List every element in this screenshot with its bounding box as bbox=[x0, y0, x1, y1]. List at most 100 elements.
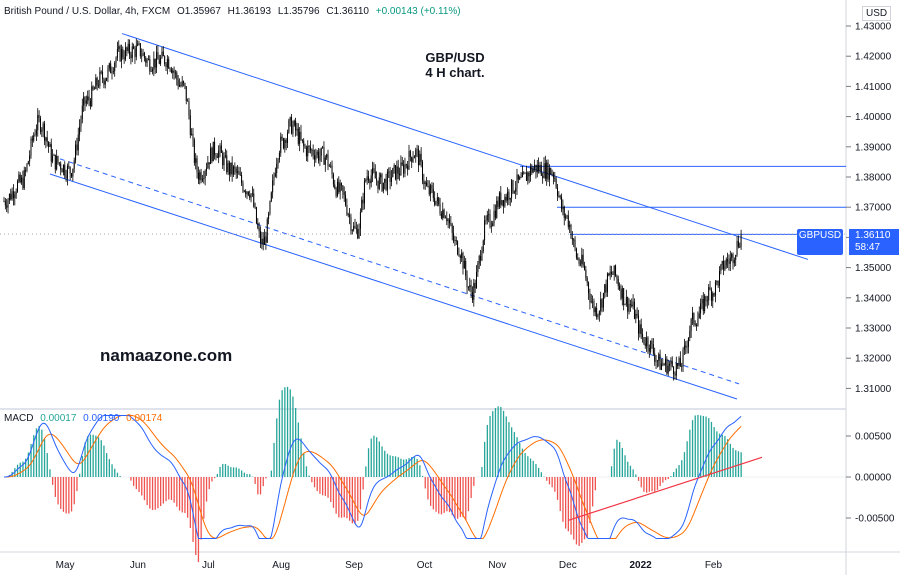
candle-body bbox=[382, 182, 384, 191]
macd-histogram-bar bbox=[589, 477, 591, 524]
macd-histogram-bar bbox=[259, 477, 262, 495]
candle-body bbox=[228, 162, 230, 175]
candle-body bbox=[404, 164, 406, 174]
macd-histogram-bar bbox=[106, 453, 108, 477]
candle-body bbox=[351, 230, 353, 232]
macd-histogram-bar bbox=[138, 477, 140, 492]
macd-histogram-bar bbox=[114, 468, 116, 477]
macd-histogram-bar bbox=[691, 420, 694, 477]
currency-label[interactable]: USD bbox=[862, 6, 892, 21]
candle-body bbox=[624, 304, 626, 306]
candle-body bbox=[431, 185, 433, 189]
candle-body bbox=[368, 176, 369, 181]
macd-histogram-bar bbox=[346, 477, 348, 519]
candle-body bbox=[571, 237, 573, 240]
candle-body bbox=[378, 177, 380, 189]
candle-body bbox=[80, 119, 82, 127]
macd-histogram-bar bbox=[176, 477, 178, 507]
candle-body bbox=[385, 178, 387, 190]
candle-body bbox=[107, 68, 109, 78]
candle-body bbox=[226, 155, 228, 173]
candle-body bbox=[53, 154, 55, 156]
macd-histogram-bar bbox=[146, 477, 148, 506]
candle-body bbox=[482, 240, 484, 252]
macd-histogram-bar bbox=[546, 477, 548, 481]
macd-histogram-bar bbox=[616, 439, 618, 477]
macd-histogram-bar bbox=[208, 477, 210, 490]
macd-histogram-bar bbox=[659, 477, 661, 487]
candle-body bbox=[54, 154, 56, 170]
candle-body bbox=[193, 139, 195, 163]
candle-body bbox=[231, 162, 233, 175]
macd-histogram-bar bbox=[408, 458, 410, 477]
macd-histogram-bar bbox=[214, 477, 216, 479]
macd-histogram-bar bbox=[440, 477, 443, 515]
candle-body bbox=[92, 86, 94, 90]
candle-body bbox=[582, 254, 584, 266]
candle-body bbox=[417, 149, 419, 166]
candle-body bbox=[442, 209, 444, 219]
time-tick-label: Sep bbox=[345, 560, 363, 571]
candle-body bbox=[204, 171, 206, 179]
candle-body bbox=[735, 254, 737, 260]
macd-histogram-bar bbox=[222, 463, 224, 477]
candle-body bbox=[127, 43, 129, 51]
macd-histogram-bar bbox=[540, 472, 542, 477]
candle-body bbox=[215, 154, 217, 157]
candle-body bbox=[713, 293, 715, 296]
candle-body bbox=[218, 150, 220, 158]
macd-histogram-bar bbox=[632, 469, 634, 477]
candle-body bbox=[547, 162, 549, 180]
candle-body bbox=[104, 80, 106, 85]
candle-body bbox=[693, 313, 695, 324]
candle-body bbox=[551, 173, 553, 175]
ohlc-close: C1.36110 bbox=[326, 6, 369, 17]
macd-histogram-bar bbox=[200, 477, 202, 540]
candle-body bbox=[30, 138, 32, 156]
candle-body bbox=[83, 96, 85, 106]
candle-body bbox=[675, 363, 677, 376]
candle-body bbox=[254, 206, 256, 208]
candle-body bbox=[98, 85, 99, 87]
candle-body bbox=[165, 63, 167, 68]
candle-body bbox=[696, 324, 698, 326]
time-tick-label: Feb bbox=[705, 560, 723, 571]
macd-histogram-bar bbox=[133, 477, 135, 486]
macd-hist-value: 0.00017 bbox=[40, 413, 77, 424]
macd-histogram-bar bbox=[79, 473, 81, 477]
candle-body bbox=[732, 253, 734, 264]
macd-histogram-bar bbox=[116, 472, 119, 477]
candle-body bbox=[266, 219, 268, 243]
macd-histogram-bar bbox=[286, 386, 289, 477]
candle-body bbox=[241, 175, 243, 184]
macd-histogram-bar bbox=[270, 470, 272, 477]
candle-body bbox=[435, 200, 437, 205]
macd-histogram-bar bbox=[737, 451, 740, 477]
candle-body bbox=[621, 288, 623, 299]
macd-histogram-bar bbox=[246, 474, 248, 477]
candle-body bbox=[642, 334, 644, 338]
candle-body bbox=[111, 72, 113, 74]
macd-histogram-bar bbox=[16, 464, 19, 477]
candle-body bbox=[300, 131, 302, 140]
symbol-badge[interactable]: GBPUSD bbox=[797, 229, 843, 255]
candle-body bbox=[471, 292, 473, 300]
time-tick-label: May bbox=[56, 560, 75, 571]
macd-histogram-bar bbox=[92, 434, 94, 477]
candle-body bbox=[177, 79, 179, 87]
candle-body bbox=[164, 56, 166, 64]
price-tick-label: 1.43000 bbox=[855, 22, 892, 33]
candle-body bbox=[638, 315, 639, 334]
macd-histogram-bar bbox=[276, 418, 278, 477]
macd-histogram-bar bbox=[421, 475, 424, 477]
macd-histogram-bar bbox=[103, 445, 105, 477]
macd-histogram-bar bbox=[694, 415, 696, 477]
macd-histogram-bar bbox=[654, 477, 656, 492]
macd-histogram-bar bbox=[43, 439, 46, 477]
macd-histogram-bar bbox=[370, 438, 372, 477]
candle-body bbox=[112, 71, 114, 73]
macd-header: MACD 0.00017 0.00190 0.00174 bbox=[4, 413, 166, 424]
macd-histogram-bar bbox=[613, 448, 615, 477]
candle-body bbox=[453, 232, 455, 241]
candle-body bbox=[131, 46, 133, 59]
